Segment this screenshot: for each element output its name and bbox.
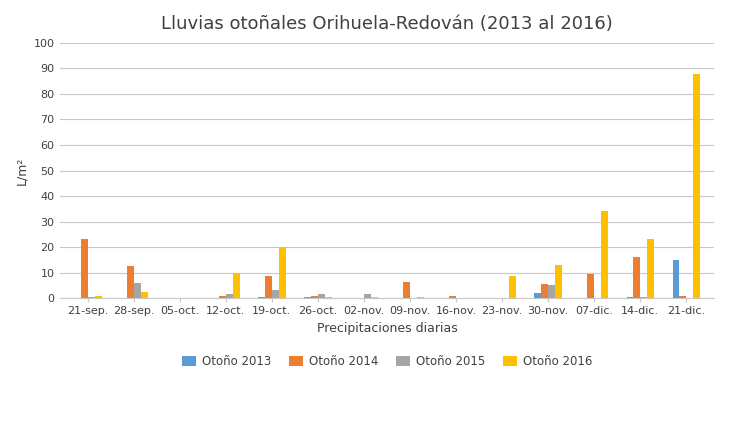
Bar [87,297,95,298]
Bar [318,294,325,298]
Bar [272,291,278,298]
Bar [509,277,516,298]
Bar [679,295,687,298]
Bar [601,212,608,298]
Bar [640,297,647,298]
Bar [311,295,318,298]
Bar [542,284,548,298]
X-axis label: Precipitaciones diarias: Precipitaciones diarias [316,322,457,335]
Bar [219,295,226,298]
Bar [258,297,265,298]
Bar [693,73,700,298]
Bar [278,247,286,298]
Bar [555,265,562,298]
Bar [417,297,424,298]
Bar [449,295,456,298]
Bar [634,257,640,298]
Bar [673,260,679,298]
Bar [304,297,311,298]
Bar [141,292,147,298]
Bar [647,239,654,298]
Bar [371,297,378,298]
Bar [233,273,240,298]
Bar [588,274,594,298]
Bar [95,295,101,298]
Bar [226,294,233,298]
Bar [127,266,134,298]
Title: Lluvias otoñales Orihuela-Redován (2013 al 2016): Lluvias otoñales Orihuela-Redován (2013 … [161,15,613,33]
Bar [548,285,555,298]
Bar [81,239,87,298]
Bar [134,283,141,298]
Bar [626,297,634,298]
Legend: Otoño 2013, Otoño 2014, Otoño 2015, Otoño 2016: Otoño 2013, Otoño 2014, Otoño 2015, Otoñ… [177,350,597,372]
Y-axis label: L/m²: L/m² [15,156,28,185]
Bar [265,277,272,298]
Bar [364,294,371,298]
Bar [403,281,410,298]
Bar [534,293,542,298]
Bar [325,297,332,298]
